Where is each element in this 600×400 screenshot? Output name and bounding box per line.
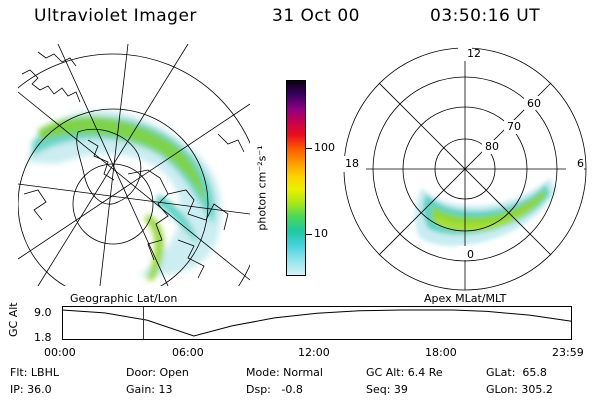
colorbar-tick-100 — [306, 148, 312, 149]
timeline-ytick-top: 9.0 — [34, 306, 52, 319]
info-glat: GLat: 65.8 — [486, 366, 547, 379]
lat-lon-grid — [18, 44, 250, 286]
geographic-map — [18, 44, 250, 286]
aurora-emission-right — [414, 178, 556, 247]
apex-caption: Apex MLat/MLT — [424, 292, 507, 305]
mlt-label-0: 0 — [467, 248, 474, 261]
aurora-emission-left — [26, 110, 222, 280]
colorbar-label-10: 10 — [314, 227, 328, 240]
timeline-xtick-2359: 23:59 — [552, 346, 584, 359]
colorbar-label-100: 100 — [314, 141, 335, 154]
altitude-curve — [62, 309, 572, 337]
geographic-caption: Geographic Lat/Lon — [70, 292, 178, 305]
info-flt: Flt: LBHL — [10, 366, 59, 379]
mlt-label-12: 12 — [467, 47, 481, 60]
timeline-axis-title: GC Alt — [7, 302, 20, 337]
colorbar-unit-label: photon cm⁻²s⁻¹ — [255, 145, 269, 231]
header-date: 31 Oct 00 — [272, 6, 360, 26]
info-ip: IP: 36.0 — [10, 383, 52, 396]
info-door: Door: Open — [126, 366, 189, 379]
timeline-xtick-1200: 12:00 — [298, 346, 330, 359]
timeline-ytick-bottom: 1.8 — [34, 331, 52, 344]
mlt-label-6: 6 — [577, 157, 584, 170]
info-mode: Mode: Normal — [246, 366, 323, 379]
colorbar-tick-10 — [306, 234, 312, 235]
timeline-plot — [62, 306, 572, 340]
info-gain: Gain: 13 — [126, 383, 173, 396]
info-dsp: Dsp: -0.8 — [246, 383, 303, 396]
mlat-label-60: 60 — [527, 97, 541, 110]
mlt-label-18: 18 — [345, 157, 359, 170]
timeline-frame — [62, 306, 572, 340]
info-seq: Seq: 39 — [366, 383, 408, 396]
coastlines — [21, 51, 245, 279]
timeline-xtick-0600: 06:00 — [172, 346, 204, 359]
timeline-xtick-0000: 00:00 — [44, 346, 76, 359]
mlat-label-80: 80 — [485, 140, 499, 153]
header-time: 03:50:16 UT — [430, 6, 541, 26]
colorbar — [286, 80, 306, 276]
polar-map — [340, 47, 587, 291]
timeline-xtick-1800: 18:00 — [425, 346, 457, 359]
info-gc-alt: GC Alt: 6.4 Re — [366, 366, 443, 379]
app-title: Ultraviolet Imager — [34, 6, 197, 26]
info-glon: GLon: 305.2 — [486, 383, 553, 396]
mlat-label-70: 70 — [507, 120, 521, 133]
